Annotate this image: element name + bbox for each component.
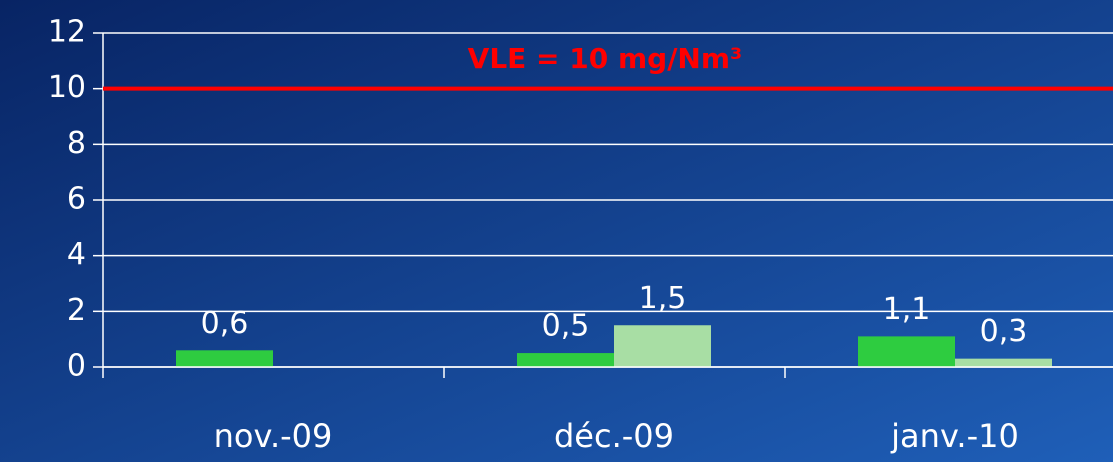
x-tick-label: janv.-10 xyxy=(890,417,1019,455)
value-label: 0,5 xyxy=(542,309,590,344)
bar xyxy=(176,350,273,367)
reference-label: VLE = 10 mg/Nm³ xyxy=(468,42,743,75)
x-tick-label: déc.-09 xyxy=(554,417,674,455)
y-tick-label: 10 xyxy=(48,70,86,105)
value-label: 0,6 xyxy=(201,306,249,341)
y-tick-label: 12 xyxy=(48,15,86,50)
value-label: 1,1 xyxy=(883,292,931,327)
y-tick-label: 4 xyxy=(67,237,86,272)
y-tick-label: 0 xyxy=(67,349,86,384)
bar xyxy=(614,325,711,367)
bar xyxy=(517,353,614,367)
y-tick-label: 2 xyxy=(67,293,86,328)
x-tick-label: nov.-09 xyxy=(214,417,333,455)
bar xyxy=(955,358,1052,367)
bar xyxy=(858,336,955,367)
y-tick-label: 6 xyxy=(67,182,86,217)
y-tick-label: 8 xyxy=(67,126,86,161)
value-label: 0,3 xyxy=(980,314,1028,349)
value-label: 1,5 xyxy=(639,281,687,316)
